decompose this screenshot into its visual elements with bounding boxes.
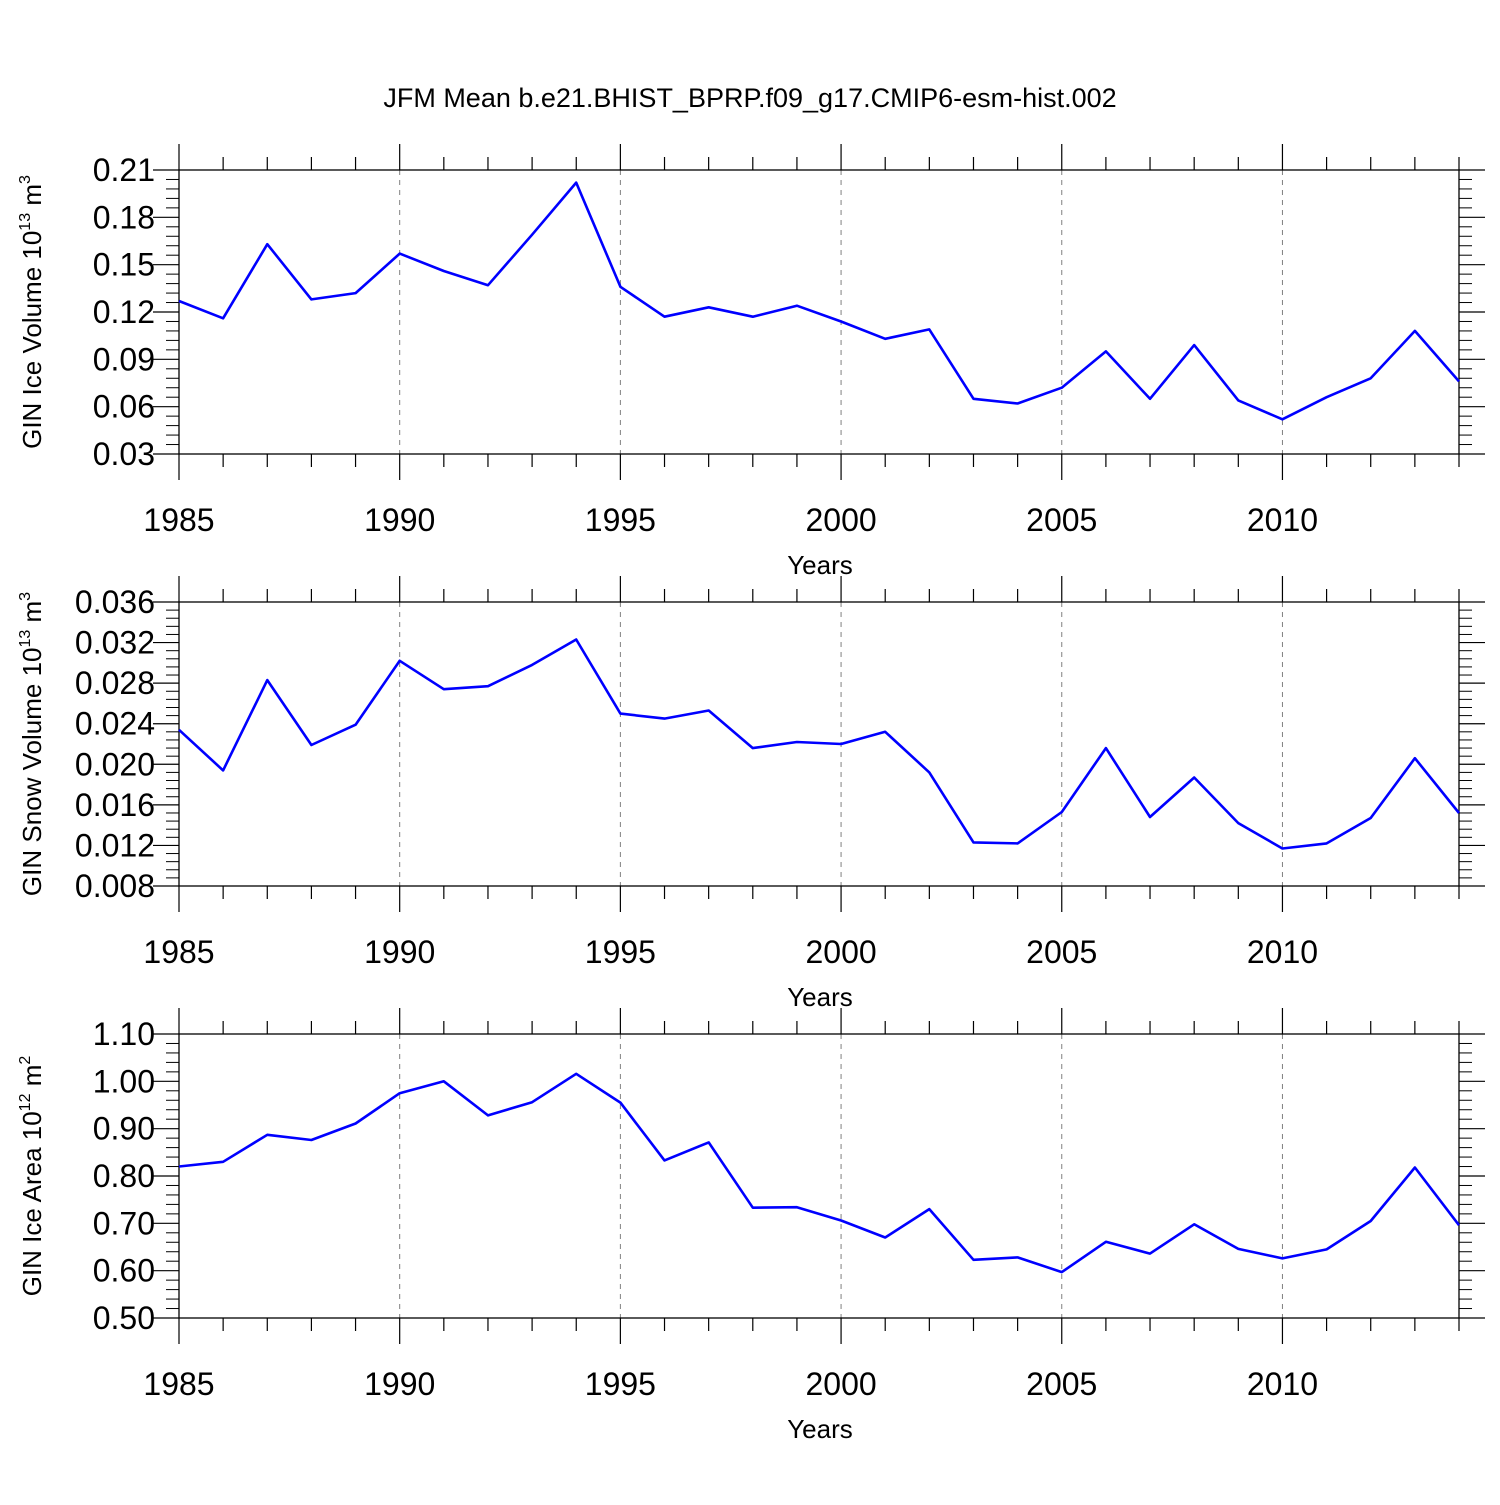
panel-2-frame <box>178 601 1460 887</box>
panel-2-ylabel-unit-exponent: 3 <box>17 592 34 601</box>
panel-2-ytick-label-4: 0.020 <box>75 746 155 782</box>
panel-3-ytick-label-6: 1.00 <box>93 1063 155 1099</box>
panel-1-ytick-label-1: 0.03 <box>93 436 155 472</box>
panel-2-ytick-label-8: 0.036 <box>75 584 155 620</box>
panel-1-ytick-label-4: 0.12 <box>93 294 155 330</box>
panel-2-xtick-label-6: 2010 <box>1247 934 1318 970</box>
panel-3-ylabel-unit-exponent: 2 <box>17 1056 34 1065</box>
panel-1-xtick-label-5: 2005 <box>1026 502 1097 538</box>
panel-2-ytick-label-6: 0.028 <box>75 665 155 701</box>
panel-1-ytick-label-3: 0.09 <box>93 341 155 377</box>
panel-1: 0.03 0.06 0.09 0.12 0.15 0.18 0.21 1985 1990 1995… <box>17 144 1485 580</box>
panel-3-xtick-label-6: 2010 <box>1247 1366 1318 1402</box>
panel-1-x-axis-title: Years <box>787 550 853 580</box>
panel-2-x-axis-title: Years <box>787 982 853 1012</box>
panel-1-ylabel-base: GIN Ice Volume 10 <box>17 231 47 449</box>
panel-2-ylabel-base: GIN Snow Volume 10 <box>17 648 47 897</box>
panel-2-series-line-1 <box>178 638 1461 850</box>
panel-1-xtick-label-2: 1990 <box>364 502 435 538</box>
figure-title: JFM Mean b.e21.BHIST_BPRP.f09_g17.CMIP6-… <box>383 83 1116 113</box>
panel-1-ylabel-unit-exponent: 3 <box>17 175 34 184</box>
panel-1-ytick-label-2: 0.06 <box>93 389 155 425</box>
panel-2-ytick-label-1: 0.008 <box>75 868 155 904</box>
panel-1-ylabel-exponent: 13 <box>17 213 34 231</box>
panel-3-ytick-label-2: 0.60 <box>93 1253 155 1289</box>
panel-2-ytick-label-3: 0.016 <box>75 787 155 823</box>
panel-2: 0.008 0.012 0.016 0.020 0.024 0.028 0.032 0.036… <box>17 576 1485 1012</box>
panel-3-xtick-label-4: 2000 <box>805 1366 876 1402</box>
panel-2-xtick-label-4: 2000 <box>805 934 876 970</box>
panel-1-xtick-label-6: 2010 <box>1247 502 1318 538</box>
panel-3-xtick-label-5: 2005 <box>1026 1366 1097 1402</box>
panel-3-xtick-label-2: 1990 <box>364 1366 435 1402</box>
panel-1-xtick-label-4: 2000 <box>805 502 876 538</box>
panel-2-xtick-label-2: 1990 <box>364 934 435 970</box>
panel-1-ylabel-unit: m <box>17 184 47 213</box>
panel-3-frame <box>178 1033 1460 1319</box>
panel-3-y-axis-title: GIN Ice Area 1012 m2 <box>17 1056 47 1297</box>
panel-3-ylabel-unit: m <box>17 1065 47 1094</box>
panel-3-ytick-label-3: 0.70 <box>93 1205 155 1241</box>
panel-1-ytick-label-7: 0.21 <box>93 152 155 188</box>
panel-1-xtick-label-3: 1995 <box>585 502 656 538</box>
panel-2-ylabel-unit: m <box>17 601 47 630</box>
panel-3-ytick-label-1: 0.50 <box>93 1300 155 1336</box>
panel-3-series-line-1 <box>178 1072 1461 1274</box>
panel-2-xtick-label-1: 1985 <box>143 934 214 970</box>
panel-1-ytick-label-5: 0.15 <box>93 247 155 283</box>
panel-1-series-line-1 <box>178 181 1460 421</box>
panel-1-xtick-label-1: 1985 <box>143 502 214 538</box>
panel-3-xtick-label-3: 1995 <box>585 1366 656 1402</box>
panel-2-xtick-label-5: 2005 <box>1026 934 1097 970</box>
panel-3-ylabel-base: GIN Ice Area 10 <box>17 1111 47 1296</box>
panel-1-ytick-label-6: 0.18 <box>93 199 155 235</box>
panel-2-y-axis-title: GIN Snow Volume 1013 m3 <box>17 592 47 896</box>
panel-2-xtick-label-3: 1995 <box>585 934 656 970</box>
panel-3-x-axis-title: Years <box>787 1414 853 1444</box>
panel-3-ytick-label-4: 0.80 <box>93 1158 155 1194</box>
panel-2-ytick-label-5: 0.024 <box>75 706 155 742</box>
panel-2-ytick-label-2: 0.012 <box>75 827 155 863</box>
panel-3-ytick-label-7: 1.10 <box>93 1016 155 1052</box>
panel-3: 0.50 0.60 0.70 0.80 0.90 1.00 1.10 1985 1990 1995… <box>17 1008 1485 1444</box>
panel-2-ytick-label-7: 0.032 <box>75 625 155 661</box>
panel-1-y-axis-title: GIN Ice Volume 1013 m3 <box>17 175 47 449</box>
panel-2-ylabel-exponent: 13 <box>17 630 34 648</box>
panel-3-xtick-label-1: 1985 <box>143 1366 214 1402</box>
panel-3-ylabel-exponent: 12 <box>17 1093 34 1111</box>
panel-3-ytick-label-5: 0.90 <box>93 1111 155 1147</box>
